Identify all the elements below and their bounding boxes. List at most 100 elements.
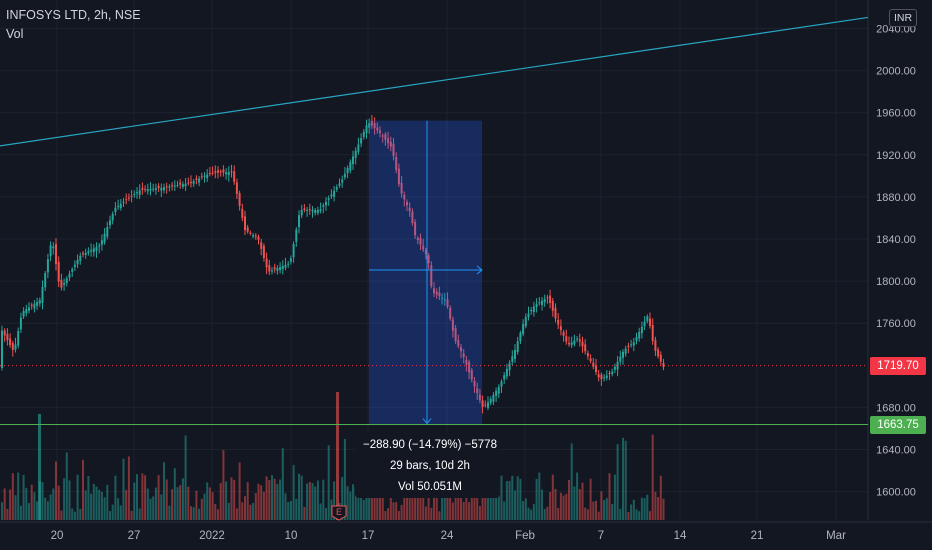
candle [597,374,600,378]
candle [649,318,651,326]
currency-badge[interactable]: INR [889,9,917,27]
volume-bar [17,472,20,520]
volume-bar [295,498,298,520]
candle [241,208,244,218]
candle [505,368,508,377]
candle [349,162,352,171]
volume-bar [611,503,614,520]
volume-bar [165,479,168,520]
volume-bar [281,448,284,520]
candles [1,115,665,414]
volume-bar [190,506,192,520]
candle [578,339,581,342]
volume-bar [605,498,608,520]
candle [414,222,417,236]
volume-bar [397,510,400,520]
candle [503,375,506,380]
volume-bar [343,438,346,520]
volume-bar [306,483,309,520]
time-axis-label: 20 [51,530,64,542]
earnings-label[interactable]: E [336,507,342,517]
candle [82,253,84,255]
volume-bar [117,498,120,520]
volume-indicator-label[interactable]: Vol [6,27,24,41]
candle [392,143,395,156]
candle [14,344,17,350]
volume-bar [430,507,433,520]
candle [419,237,422,245]
volume-bar [173,468,176,520]
candle [481,400,484,407]
candle [433,288,435,294]
volume-bar [333,481,336,520]
candle [19,317,22,330]
volume-bar [19,505,22,520]
candle [330,194,333,197]
volume-bar [14,495,17,520]
candle [611,371,614,375]
volume-bar [392,502,395,520]
volume-bar [635,509,638,520]
candle [630,344,633,346]
candle [516,341,519,352]
candle [603,377,606,379]
candle [303,208,306,210]
candle [127,197,130,199]
candle [233,171,236,182]
volume-bar [149,498,152,520]
volume-bar [630,504,633,520]
candle [38,300,41,304]
volume-bar [230,477,233,520]
volume-bar [154,487,157,520]
volume-bar [308,481,311,520]
candle [146,189,149,192]
candle [457,340,460,347]
volume-bar [603,500,606,520]
volume-bar [341,477,344,520]
candle [171,185,174,187]
candle [195,178,198,180]
time-axis-label: 2022 [199,530,225,542]
candle [316,210,319,213]
candle [254,235,257,237]
price-axis: 2040.002000.001960.001920.001880.001840.… [876,24,916,499]
candle [427,255,430,264]
trend-line [0,16,869,147]
volume-bar [130,510,133,520]
measure-bars-text: 29 bars, 10d 2h [390,460,470,472]
volume-bar [84,490,87,520]
candle [416,237,419,240]
candle [219,171,222,173]
volume-bar [68,480,71,520]
candle [341,179,344,183]
volume-bar [546,506,549,520]
volume-bar [632,499,635,520]
candle [165,186,168,188]
candle [230,171,233,173]
symbol-title[interactable]: INFOSYS LTD, 2h, NSE [6,8,141,22]
volume-bar [419,491,422,520]
volume-bar [451,502,454,520]
candle [495,390,498,396]
last-price-tag: 1719.70 [870,356,926,375]
volume-bar [298,473,300,520]
candle [638,331,641,339]
candle [76,260,79,265]
candle [454,328,457,342]
candle [557,319,560,325]
volume-bar [654,491,657,520]
volume-bar [600,491,603,520]
volume-bar [519,478,522,520]
candle [246,227,249,232]
candle [179,182,182,185]
candle [79,255,82,261]
price-axis-label: 1680.00 [876,402,916,414]
volume-bar [303,507,306,520]
candle [541,300,543,306]
candle [141,188,144,190]
volume-bar [468,502,471,520]
candle [281,265,284,270]
candle [470,370,473,380]
volume-bar [376,494,379,520]
